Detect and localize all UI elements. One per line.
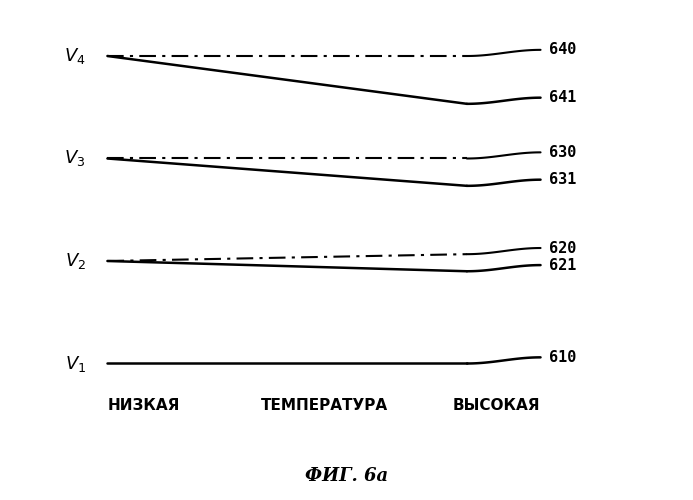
Text: 641: 641 bbox=[550, 90, 577, 105]
Text: 610: 610 bbox=[550, 350, 577, 365]
Text: ТЕМПЕРАТУРА: ТЕМПЕРАТУРА bbox=[261, 398, 387, 412]
Text: 620: 620 bbox=[550, 240, 577, 256]
Text: ВЫСОКАЯ: ВЫСОКАЯ bbox=[453, 398, 541, 412]
Text: 631: 631 bbox=[550, 172, 577, 187]
Text: НИЗКАЯ: НИЗКАЯ bbox=[107, 398, 179, 412]
Text: 640: 640 bbox=[550, 42, 577, 58]
Text: 621: 621 bbox=[550, 258, 577, 272]
Text: $V_1$: $V_1$ bbox=[64, 354, 86, 374]
Text: ФИГ. 6а: ФИГ. 6а bbox=[305, 467, 388, 485]
Text: $V_3$: $V_3$ bbox=[64, 148, 86, 169]
Text: $V_4$: $V_4$ bbox=[64, 46, 86, 66]
Text: $V_2$: $V_2$ bbox=[64, 251, 86, 271]
Text: 630: 630 bbox=[550, 145, 577, 160]
